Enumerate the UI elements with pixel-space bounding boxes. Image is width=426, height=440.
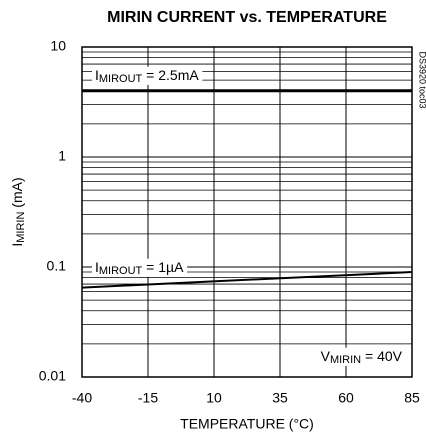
x-tick-label: 10 [206, 390, 222, 406]
label-main: I [95, 67, 99, 83]
y-tick-label: 0.01 [39, 368, 66, 384]
label-background [317, 347, 406, 366]
y-tick-label: 0.1 [47, 258, 67, 274]
annotation: VMIRIN = 40V [321, 348, 403, 366]
label-rest: = 1µA [142, 259, 184, 275]
label-main: I [9, 243, 25, 247]
x-tick-label: -40 [72, 390, 92, 406]
x-tick-label: 35 [272, 390, 288, 406]
line-series [81, 271, 413, 289]
label-background [92, 66, 203, 85]
label-rest: = 40V [361, 348, 403, 364]
x-tick-label: -15 [138, 390, 158, 406]
label-rest: (mA) [9, 177, 25, 211]
annotation: IMIROUT = 2.5mA [95, 67, 199, 85]
label-main: I [95, 259, 99, 275]
chart-title: MIRIN CURRENT vs. TEMPERATURE [107, 9, 387, 26]
label-background [92, 258, 188, 277]
side-note: DS3920 toc03 [418, 51, 426, 108]
y-tick-label: 1 [58, 148, 66, 164]
label-sub: MIROUT [99, 265, 143, 277]
label-sub: MIROUT [99, 73, 143, 85]
x-tick-label: 85 [404, 390, 420, 406]
label-sub: MIRIN [330, 354, 361, 366]
x-axis-label: TEMPERATURE (°C) [180, 416, 314, 432]
label-main: V [321, 348, 331, 364]
y-axis-label: IMIRIN (mA) [9, 177, 27, 246]
label-sub: MIRIN [15, 212, 27, 243]
label-rest: = 2.5mA [142, 67, 199, 83]
y-tick-label: 10 [50, 38, 66, 54]
annotation: IMIROUT = 1µA [95, 259, 184, 277]
x-tick-label: 60 [338, 390, 354, 406]
plot-frame [81, 46, 413, 378]
